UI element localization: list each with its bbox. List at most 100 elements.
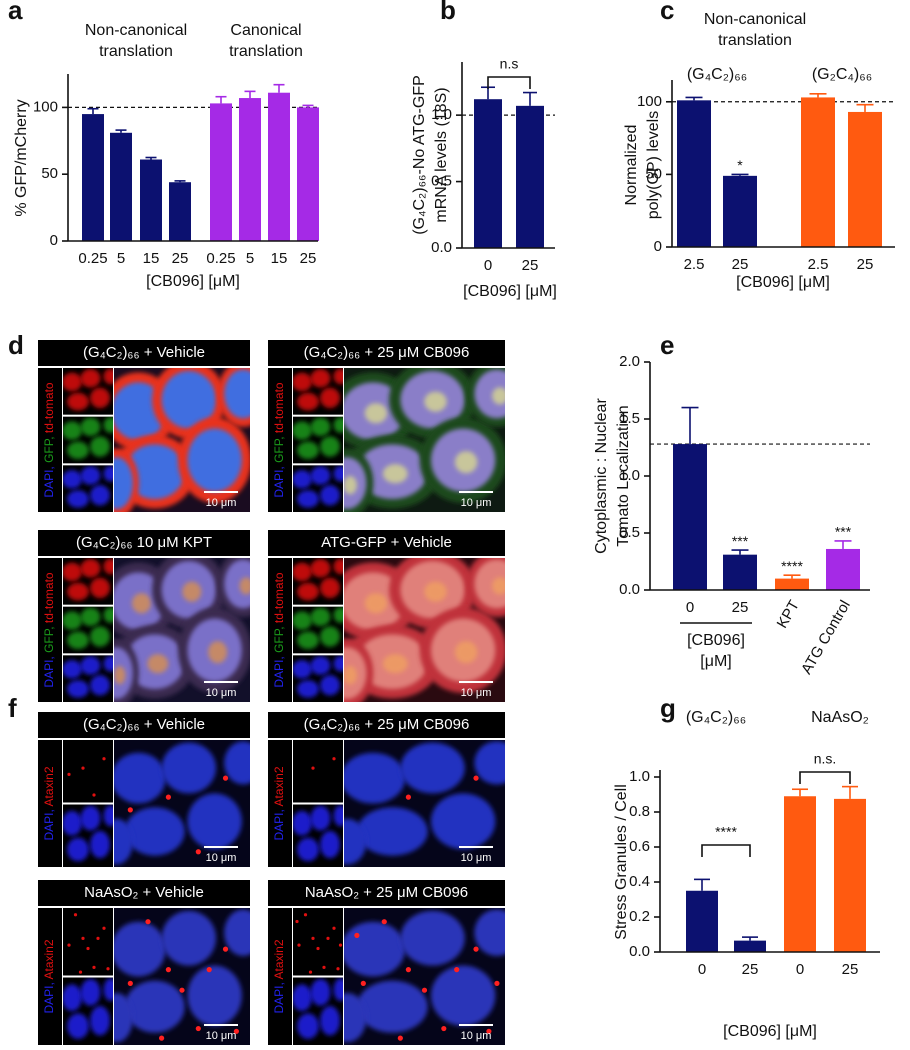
bar xyxy=(673,444,707,590)
title-bar xyxy=(38,880,250,906)
comparison-bracket xyxy=(701,844,751,857)
panel-title: (G₄C₂)₆₆ 10 μM KPT xyxy=(76,534,212,551)
y-tick-label: 0.6 xyxy=(629,838,650,855)
channel-name: DAPI, xyxy=(42,982,56,1013)
bar xyxy=(268,92,290,241)
nucleolus xyxy=(147,654,169,674)
image-content xyxy=(344,741,505,865)
cell xyxy=(103,368,113,385)
scale-label: 10 μm xyxy=(206,497,237,509)
x-tick-label: 25 xyxy=(522,257,539,274)
cell xyxy=(297,1013,319,1039)
panel-letter: f xyxy=(8,693,17,723)
x-tick-label: 0.25 xyxy=(206,250,235,267)
side-strip xyxy=(38,368,62,512)
granule xyxy=(102,926,106,930)
channel-name: Ataxin2 xyxy=(42,939,56,979)
tile-content xyxy=(293,805,343,862)
y-tick-label: 0.0 xyxy=(619,581,640,598)
cell xyxy=(320,626,340,647)
granule xyxy=(78,970,83,974)
x-tick-label: 5 xyxy=(117,250,125,267)
y-axis-label: (G₄C₂)₆₆-No ATG-GFP xyxy=(411,75,428,235)
x-tick-label: 2.5 xyxy=(684,256,705,273)
granule xyxy=(67,943,71,947)
granule xyxy=(233,1028,239,1034)
cell xyxy=(80,607,101,627)
nucleus xyxy=(187,965,242,1026)
cell xyxy=(63,810,82,836)
cell xyxy=(63,470,82,489)
title-bar xyxy=(38,340,250,366)
channel-name: Ataxin2 xyxy=(42,766,56,806)
scale-label: 10 μm xyxy=(206,852,237,864)
cell xyxy=(310,656,331,675)
cell xyxy=(310,558,331,578)
bar xyxy=(734,940,766,952)
panel-letter: c xyxy=(660,0,674,25)
nucleolus xyxy=(454,641,478,664)
channel-tile xyxy=(63,740,113,803)
cell xyxy=(297,582,319,601)
granule xyxy=(127,980,133,986)
granule xyxy=(222,946,229,952)
y-tick-label: 50 xyxy=(41,165,58,182)
nucleus xyxy=(344,992,367,1043)
tile-content xyxy=(295,913,343,974)
image-content xyxy=(114,558,250,702)
cell xyxy=(103,978,113,1002)
group-label: translation xyxy=(99,43,173,60)
scale-label: 10 μm xyxy=(461,852,492,864)
y-axis-label: poly(GP) levels xyxy=(645,111,662,219)
nucleus xyxy=(114,818,134,865)
scale-label: 10 μm xyxy=(206,687,237,699)
granule xyxy=(67,772,71,776)
granule xyxy=(332,926,336,930)
granule xyxy=(441,1025,447,1032)
y-tick-label: 1.0 xyxy=(431,106,452,123)
channel-name: td-tomato xyxy=(42,382,56,433)
nucleolus xyxy=(208,641,228,664)
comparison-bracket xyxy=(487,76,531,89)
cell xyxy=(67,392,89,411)
nucleus xyxy=(161,370,216,429)
granule xyxy=(338,943,343,947)
nucleus xyxy=(187,793,242,850)
bar xyxy=(784,796,816,952)
cell xyxy=(63,562,82,582)
x-axis-label: [CB096] [μM] xyxy=(723,1023,817,1040)
x-tick-label: ATG Control xyxy=(798,597,854,677)
cell xyxy=(63,611,82,630)
x-tick-label: 25 xyxy=(732,256,749,273)
y-tick-label: 0.5 xyxy=(619,524,640,541)
channel-label: DAPI, Ataxin2 xyxy=(272,939,286,1013)
nucleolus xyxy=(344,476,357,495)
channel-label: DAPI, Ataxin2 xyxy=(42,939,56,1013)
cell xyxy=(90,674,110,696)
cell xyxy=(67,441,89,460)
cell xyxy=(310,978,331,1006)
granule xyxy=(96,936,100,940)
cell xyxy=(67,631,89,650)
granule xyxy=(360,980,366,986)
granule xyxy=(397,1035,403,1041)
bar xyxy=(239,98,261,241)
nucleus xyxy=(224,369,250,419)
y-tick-label: 0.0 xyxy=(431,239,452,256)
bar xyxy=(723,554,757,590)
channel-label: DAPI, GFP, td-tomato xyxy=(42,572,56,688)
cell xyxy=(293,470,312,489)
channel-name: td-tomato xyxy=(42,572,56,623)
cell xyxy=(67,490,89,508)
granule xyxy=(165,794,171,800)
panel-title: ATG-GFP + Vehicle xyxy=(321,534,452,551)
cell xyxy=(90,484,110,506)
cell xyxy=(103,417,113,433)
channel-name: Ataxin2 xyxy=(272,766,286,806)
channel-tile xyxy=(63,908,113,976)
scale-label: 10 μm xyxy=(206,1030,237,1042)
x-tick-label: 0 xyxy=(686,599,694,616)
granule xyxy=(73,913,78,917)
cell xyxy=(320,577,340,599)
